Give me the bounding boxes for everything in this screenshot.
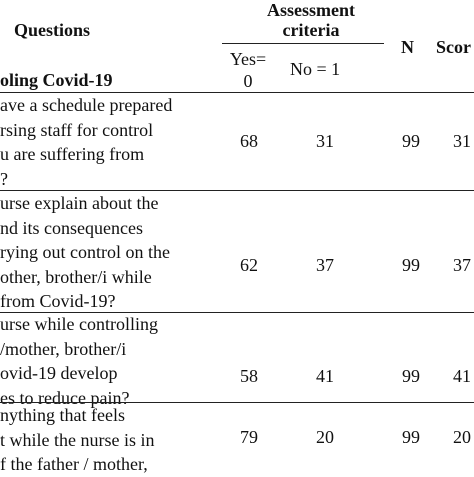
yes-count: 58 bbox=[240, 366, 258, 386]
question-line: from Covid-19? bbox=[0, 291, 116, 311]
yes-header-line1: Yes= bbox=[229, 49, 267, 69]
question-line: nything that feels bbox=[0, 405, 125, 425]
n-count: 99 bbox=[402, 366, 420, 386]
row-divider bbox=[0, 312, 474, 313]
section-title: oling Covid-19 bbox=[0, 70, 113, 90]
score-value: 31 bbox=[453, 131, 471, 151]
question-line: u are suffering from bbox=[0, 144, 145, 164]
question-line: ? bbox=[0, 168, 8, 189]
row-divider bbox=[0, 190, 474, 191]
question-line: urse explain about the bbox=[0, 193, 159, 213]
assessment-underline bbox=[222, 43, 384, 44]
score-header: Scor bbox=[436, 37, 471, 57]
no-count: 37 bbox=[316, 255, 334, 275]
no-count: 41 bbox=[316, 366, 334, 386]
question-line: nd its consequences bbox=[0, 217, 143, 238]
no-count: 20 bbox=[316, 427, 334, 447]
question-line: t while the nurse is in bbox=[0, 429, 155, 450]
yes-count: 79 bbox=[240, 427, 258, 447]
no-count: 31 bbox=[316, 131, 334, 151]
no-header: No = 1 bbox=[290, 59, 341, 79]
row-divider bbox=[0, 402, 474, 403]
score-value: 37 bbox=[453, 255, 471, 275]
row-divider bbox=[0, 92, 474, 93]
n-header: N bbox=[401, 37, 414, 57]
question-line: ovid-19 develop bbox=[0, 363, 118, 383]
question-line: /mother, brother/i bbox=[0, 338, 127, 359]
question-line: ave a schedule prepared bbox=[0, 95, 173, 115]
question-line: rsing staff for control bbox=[0, 119, 154, 140]
score-value: 20 bbox=[453, 427, 471, 447]
n-count: 99 bbox=[402, 255, 420, 275]
yes-count: 62 bbox=[240, 255, 258, 275]
questions-header: Questions bbox=[14, 20, 91, 40]
question-line: f the father / mother, bbox=[0, 454, 148, 474]
assessment-header-line1: Assessment bbox=[267, 0, 355, 20]
score-value: 41 bbox=[453, 366, 471, 386]
n-count: 99 bbox=[402, 427, 420, 447]
yes-count: 68 bbox=[240, 131, 258, 151]
question-line: other, brother/i while bbox=[0, 266, 152, 287]
question-line: rying out control on the bbox=[0, 242, 170, 262]
question-line: urse while controlling bbox=[0, 314, 158, 334]
n-count: 99 bbox=[402, 131, 420, 151]
yes-header-line2: 0 bbox=[243, 71, 253, 91]
assessment-header-line2: criteria bbox=[282, 20, 340, 40]
